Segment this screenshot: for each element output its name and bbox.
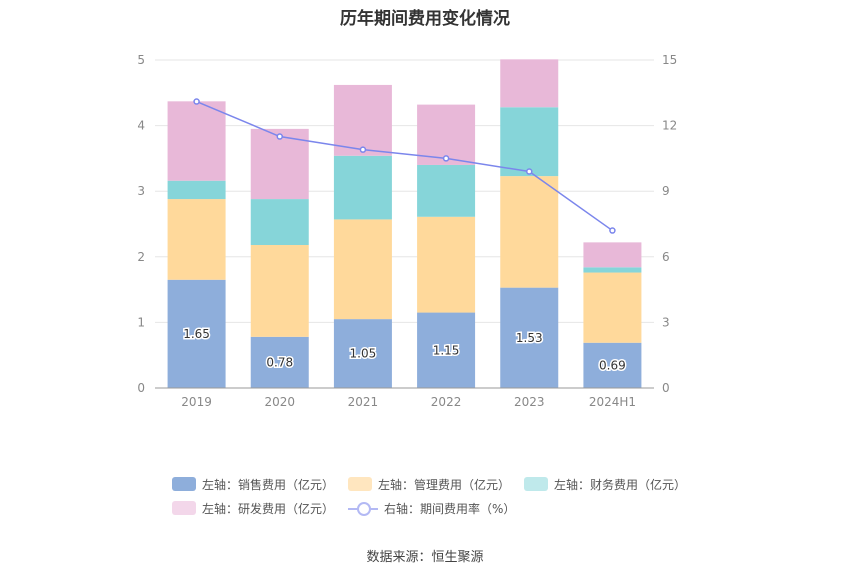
chart-title: 历年期间费用变化情况 <box>340 9 510 29</box>
legend-label-rd: 左轴：研发费用（亿元） <box>202 501 335 516</box>
bar-segment[interactable] <box>250 199 309 245</box>
legend-swatch-admin <box>348 477 373 491</box>
legend-swatch-finance <box>524 477 549 491</box>
bar-segment[interactable] <box>417 104 476 165</box>
bar-segment[interactable] <box>583 242 642 268</box>
right-tick-label: 12 <box>662 119 677 133</box>
legend-swatch-rd <box>172 501 196 515</box>
x-tick-label: 2019 <box>181 395 212 409</box>
grid-lines <box>155 59 654 323</box>
rate-point[interactable] <box>442 155 450 162</box>
legend-label-rate: 右轴：期间费用率（%） <box>384 501 516 516</box>
bar-segment[interactable] <box>167 180 226 200</box>
bar-segment[interactable] <box>500 107 559 177</box>
legend-item-rd[interactable]: 左轴：研发费用（亿元） <box>172 500 334 517</box>
bar-segment[interactable] <box>250 336 309 388</box>
bar-value-label: 1.53 <box>516 331 543 345</box>
rate-point[interactable] <box>193 98 200 105</box>
right-tick-label: 6 <box>662 250 670 264</box>
bar-segment[interactable] <box>333 155 392 220</box>
bar-value-label: 1.05 <box>350 347 377 361</box>
x-tick-label: 2022 <box>431 395 462 409</box>
bar-value-label: 0.69 <box>599 358 626 372</box>
source-note: 数据来源：恒生聚源 <box>366 550 484 565</box>
x-tick-label: 2020 <box>264 395 295 409</box>
legend-item-rate[interactable]: 右轴：期间费用率（%） <box>348 500 515 517</box>
bar-segment[interactable] <box>500 59 559 108</box>
legend: 左轴：销售费用（亿元） 左轴：管理费用（亿元） 左轴：财务费用（亿元） 左轴：研… <box>172 472 712 520</box>
legend-item-sales[interactable]: 左轴：销售费用（亿元） <box>172 476 334 493</box>
bar-segment[interactable] <box>583 342 642 388</box>
rate-point[interactable] <box>359 146 367 153</box>
bar-segment[interactable] <box>333 219 392 320</box>
rate-point[interactable] <box>526 168 533 175</box>
rate-line <box>196 100 613 232</box>
bar-segment[interactable] <box>500 287 559 388</box>
bar-segment[interactable] <box>333 84 392 156</box>
left-tick-label: 0 <box>137 381 145 395</box>
left-tick-label: 3 <box>137 184 145 198</box>
bar-segment[interactable] <box>417 164 476 217</box>
bar-segment[interactable] <box>250 128 309 200</box>
right-tick-label: 0 <box>662 381 670 395</box>
left-tick-label: 2 <box>137 250 145 264</box>
right-tick-label: 9 <box>662 184 670 198</box>
bar-segment[interactable] <box>583 267 642 273</box>
right-tick-label: 15 <box>662 53 677 67</box>
bar-segment[interactable] <box>417 312 476 388</box>
left-tick-label: 1 <box>137 315 145 329</box>
bar-value-label: 1.65 <box>183 327 210 341</box>
legend-row-1: 左轴：销售费用（亿元） 左轴：管理费用（亿元） 左轴：财务费用（亿元） <box>172 472 712 496</box>
bar-value-label: 0.78 <box>266 355 293 369</box>
data-labels: 1.65 0.78 1.05 1.15 1.53 0.69 <box>182 325 628 373</box>
bar-segment[interactable] <box>167 101 226 181</box>
bar-layer <box>167 59 642 388</box>
right-tick-label: 3 <box>662 315 670 329</box>
legend-label-sales: 左轴：销售费用（亿元） <box>202 477 335 492</box>
bar-segment[interactable] <box>583 272 642 343</box>
rate-point[interactable] <box>609 227 616 234</box>
legend-line-icon <box>348 501 379 516</box>
rate-point[interactable] <box>276 133 283 140</box>
legend-label-finance: 左轴：财务费用（亿元） <box>554 477 687 492</box>
legend-swatch-sales <box>172 477 196 491</box>
bar-segment[interactable] <box>333 319 392 388</box>
bar-segment[interactable] <box>167 279 226 388</box>
left-tick-label: 5 <box>137 53 145 67</box>
legend-label-admin: 左轴：管理费用（亿元） <box>378 477 511 492</box>
legend-item-admin[interactable]: 左轴：管理费用（亿元） <box>348 476 510 493</box>
bar-value-label: 1.15 <box>433 343 460 357</box>
rate-line-layer <box>193 98 616 234</box>
bar-segment[interactable] <box>250 244 309 337</box>
x-tick-label: 2023 <box>514 395 545 409</box>
x-tick-label: 2021 <box>348 395 379 409</box>
x-tick-label: 2024H1 <box>589 395 636 409</box>
legend-row-2: 左轴：研发费用（亿元） 右轴：期间费用率（%） <box>172 496 712 520</box>
bar-segment[interactable] <box>417 216 476 313</box>
bar-segment[interactable] <box>167 199 226 280</box>
left-tick-label: 4 <box>137 119 145 133</box>
legend-item-finance[interactable]: 左轴：财务费用（亿元） <box>524 476 686 493</box>
bar-segment[interactable] <box>500 176 559 288</box>
